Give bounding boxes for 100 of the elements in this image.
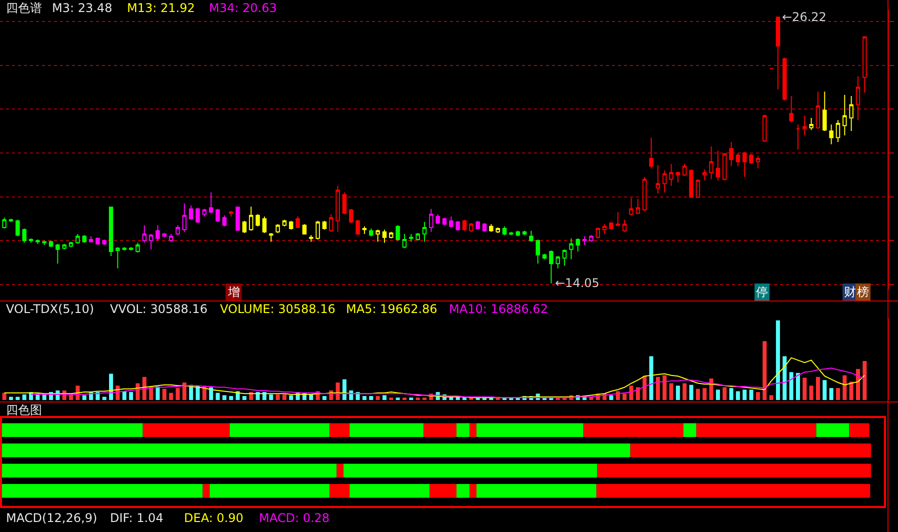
candlestick: [716, 150, 720, 181]
bar: [336, 382, 340, 400]
candlestick: [682, 163, 687, 176]
candlestick: [36, 239, 40, 244]
candlestick: [576, 238, 580, 252]
candlestick: [389, 231, 394, 239]
candlestick: [56, 243, 60, 264]
candlestick: [316, 220, 320, 240]
candlestick: [328, 214, 334, 232]
candlestick: [482, 222, 487, 232]
bar: [350, 423, 424, 438]
candlestick: [602, 224, 607, 235]
candlestick: [856, 76, 860, 121]
bar: [656, 376, 660, 400]
candlestick: [469, 222, 474, 232]
candlestick: [536, 239, 540, 264]
bar: [849, 423, 870, 438]
bar: [322, 396, 326, 400]
candlestick: [108, 206, 114, 256]
bar: [816, 376, 820, 400]
candlestick: [168, 234, 174, 242]
text: M3: 23.48: [52, 1, 112, 15]
candlestick: [262, 216, 267, 234]
candlestick: [756, 156, 760, 169]
bar: [109, 374, 114, 400]
bar: [42, 394, 46, 400]
chart-title: 四色谱: [6, 1, 42, 15]
text: 增: [227, 285, 240, 299]
bar: [470, 484, 476, 498]
candlestick: [248, 206, 254, 232]
bar: [222, 395, 226, 400]
bar: [683, 423, 696, 438]
candlestick: [222, 214, 227, 227]
bar: [696, 423, 816, 438]
bar: [596, 484, 870, 498]
candlestick: [802, 115, 807, 136]
bar: [2, 392, 6, 400]
candlestick: [696, 178, 700, 198]
bar: [742, 390, 747, 400]
candlestick: [228, 210, 234, 217]
candlestick: [48, 240, 54, 248]
candlestick: [449, 216, 454, 228]
bar: [849, 382, 854, 400]
candlestick: [656, 164, 660, 194]
text: MA10: 16886.62: [449, 302, 548, 316]
bar: [156, 386, 160, 400]
candlestick: [42, 240, 46, 246]
text: DIF: 1.04: [110, 511, 164, 525]
bar: [622, 394, 627, 400]
bar: [129, 392, 134, 400]
bar: [802, 378, 807, 400]
bar: [162, 388, 166, 400]
bar: [676, 386, 680, 400]
bar: [376, 396, 380, 400]
text: VVOL: 30588.16: [110, 302, 208, 316]
bar: [16, 396, 20, 400]
candlestick: [416, 232, 420, 242]
candlestick: [642, 176, 647, 212]
bar: [456, 423, 470, 438]
candlestick: [476, 220, 480, 230]
candlestick: [776, 16, 780, 90]
candlestick: [736, 152, 740, 167]
candlestick: [829, 124, 834, 145]
candlestick: [276, 224, 280, 234]
bar: [762, 341, 767, 400]
bar: [756, 392, 760, 400]
candlestick: [862, 36, 867, 94]
bar: [689, 384, 694, 400]
candlestick: [636, 198, 640, 215]
candlestick: [789, 95, 794, 123]
candlestick: [582, 236, 587, 246]
bar: [722, 387, 727, 400]
candlestick: [196, 207, 200, 224]
bar: [309, 394, 314, 400]
bar: [229, 396, 234, 400]
candlestick: [722, 152, 727, 181]
candlestick: [88, 236, 94, 242]
candlestick: [396, 224, 400, 242]
bar: [597, 464, 871, 478]
bar: [142, 376, 146, 400]
candlestick: [282, 219, 287, 227]
bar: [662, 375, 667, 400]
bar: [642, 376, 647, 400]
candlestick: [489, 224, 494, 232]
bar: [776, 320, 780, 400]
candlestick: [809, 117, 814, 130]
bar: [729, 388, 734, 400]
bar: [842, 375, 847, 400]
annotation: ←14.05: [555, 276, 600, 290]
candlestick: [156, 224, 160, 242]
bar: [242, 396, 246, 400]
candlestick: [382, 229, 387, 244]
candlestick: [782, 57, 787, 101]
candlestick: [689, 168, 694, 198]
candlestick: [589, 234, 594, 242]
bar: [476, 423, 584, 438]
bar: [702, 388, 707, 400]
candlestick: [502, 226, 507, 236]
candlestick: [669, 163, 674, 186]
candlestick: [376, 229, 380, 242]
